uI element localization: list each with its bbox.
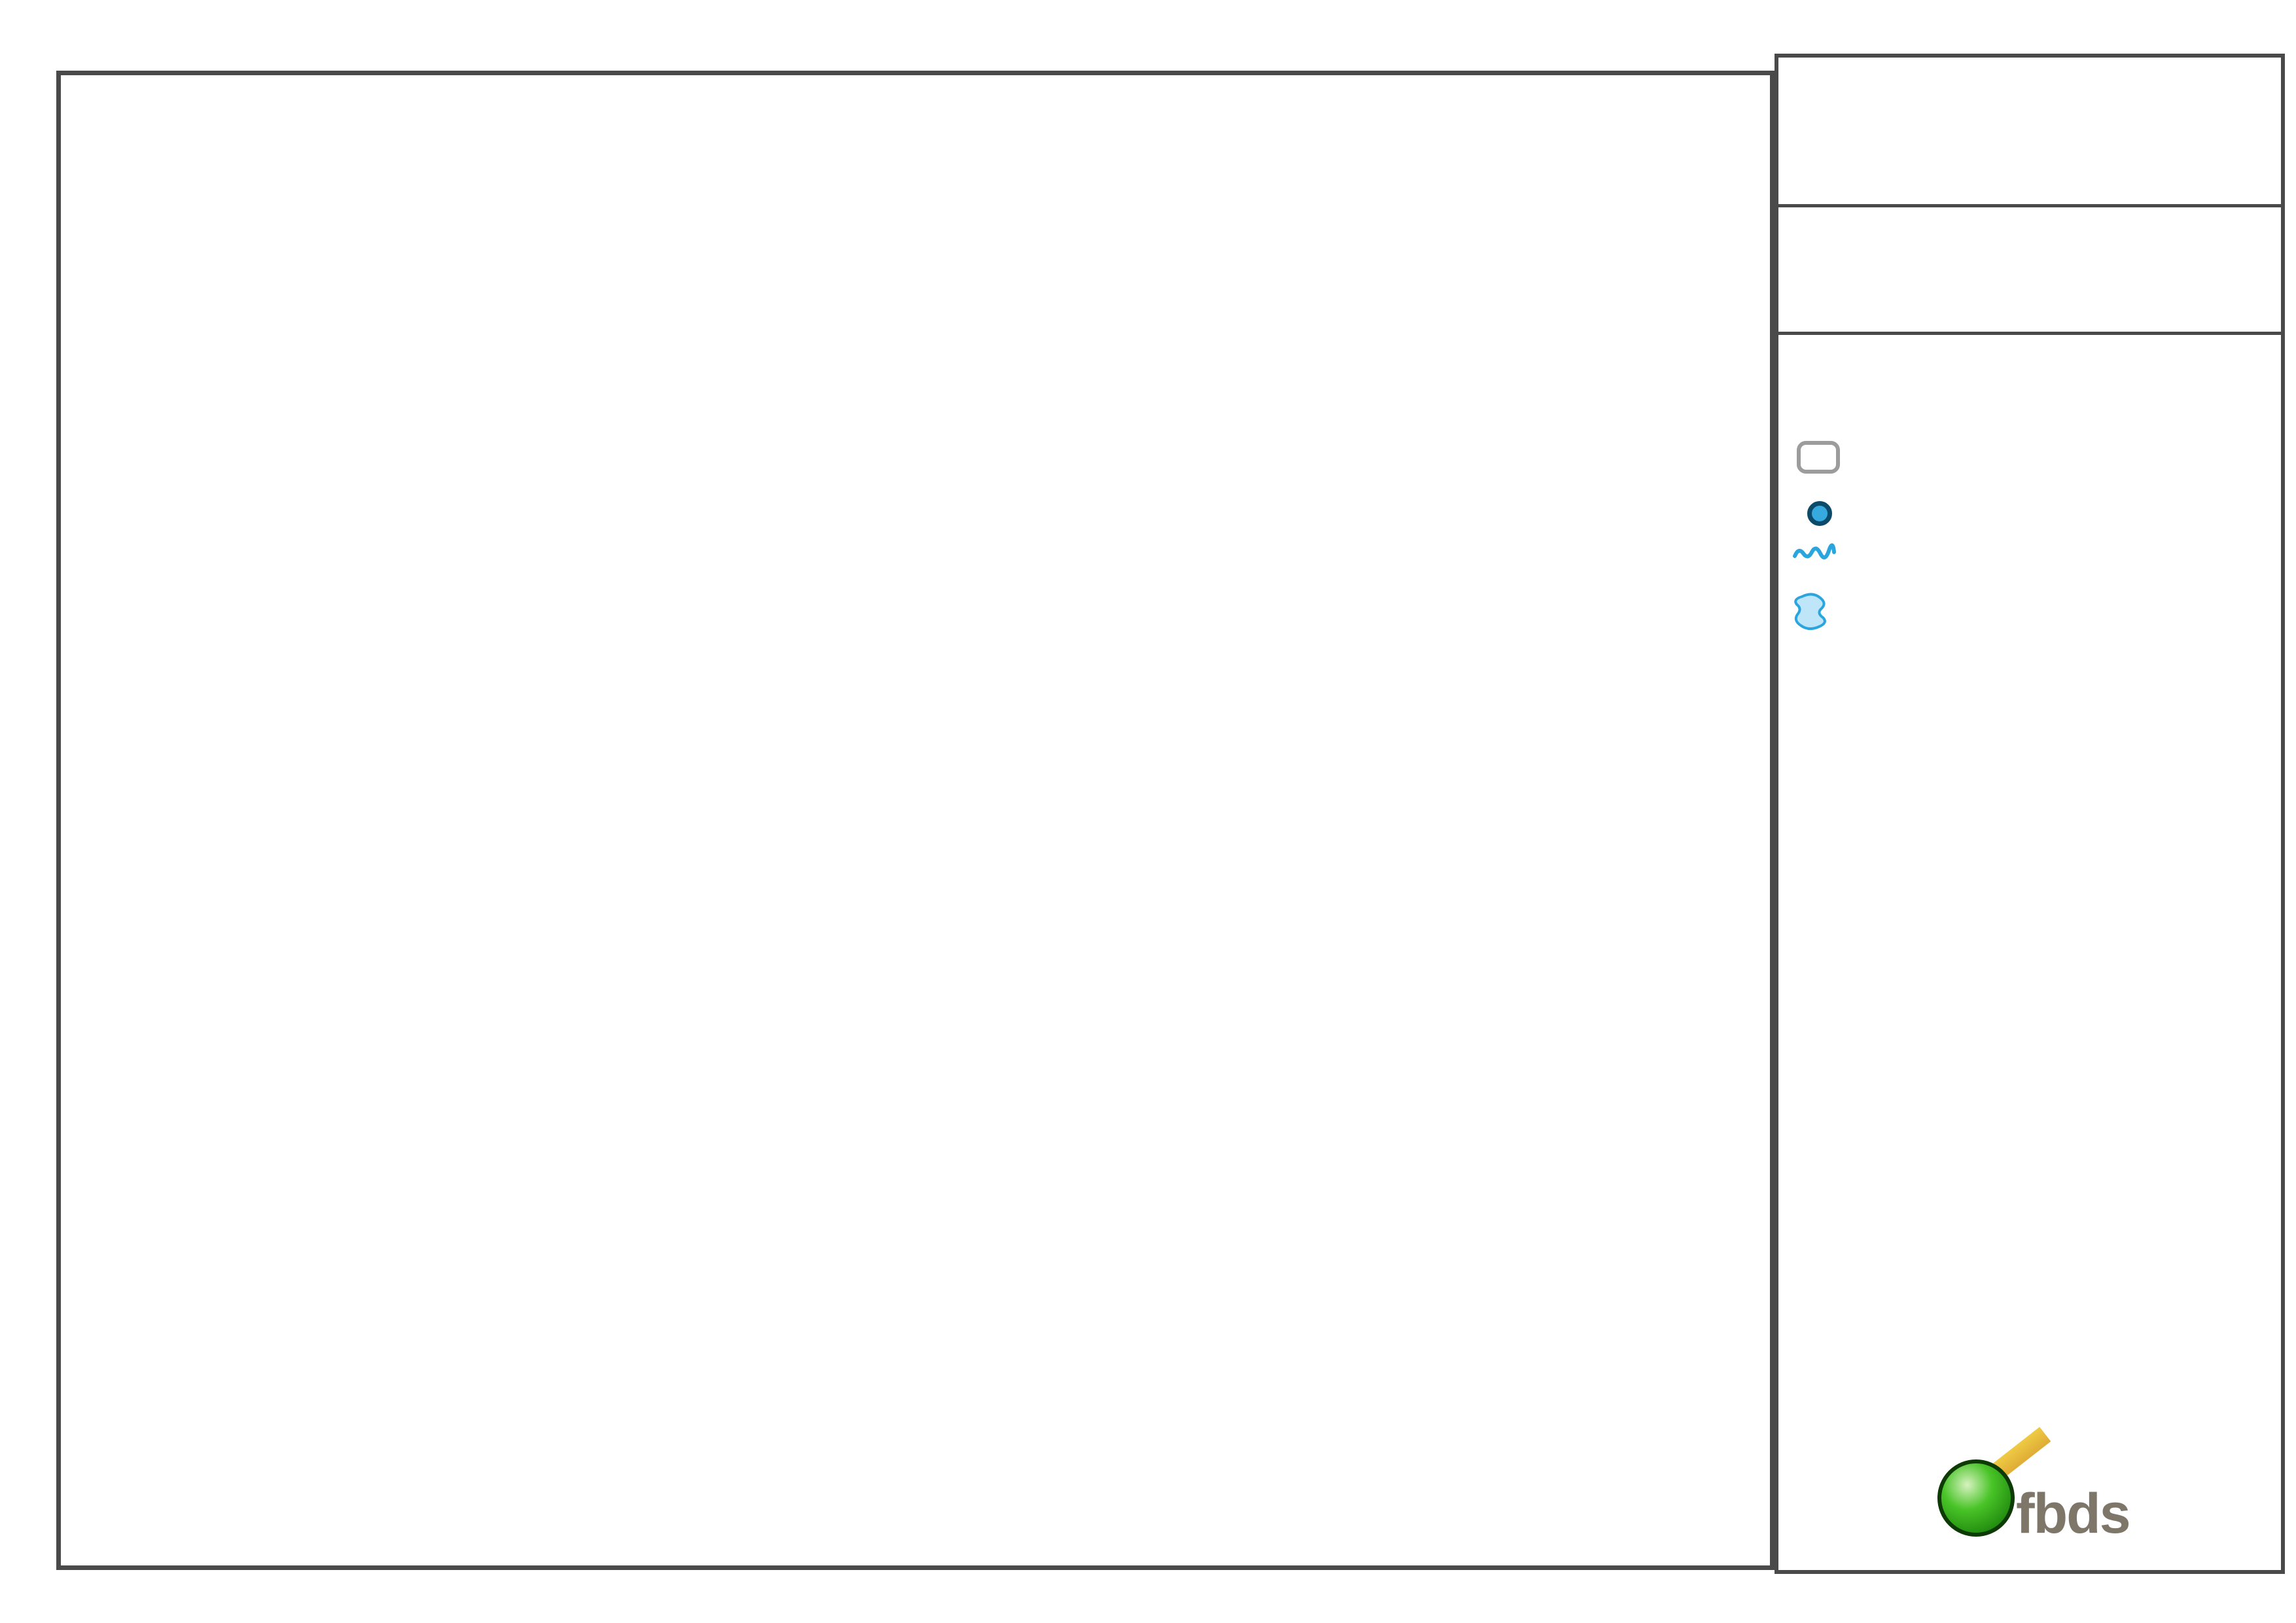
logo-green-sphere bbox=[1937, 1459, 2015, 1537]
fbds-logo: fbds bbox=[1930, 1426, 2192, 1596]
massas-swatch-icon bbox=[1794, 593, 1826, 630]
state-locator-map bbox=[1786, 809, 2259, 1181]
panel-content: fbds bbox=[1778, 335, 2281, 1570]
map-frame bbox=[56, 71, 1775, 1570]
subtitle-block bbox=[1778, 207, 2281, 335]
nascentes-swatch-icon bbox=[1807, 501, 1832, 526]
limite-municipal-swatch bbox=[1797, 441, 1840, 474]
info-panel: fbds bbox=[1775, 54, 2285, 1574]
rios-swatch-icon bbox=[1793, 543, 1836, 559]
logo-wordmark: fbds bbox=[2016, 1482, 2130, 1545]
title-block bbox=[1778, 58, 2281, 207]
fbds-logo-graphic: fbds bbox=[1937, 1427, 2131, 1545]
hydrography-map bbox=[61, 75, 1770, 1565]
